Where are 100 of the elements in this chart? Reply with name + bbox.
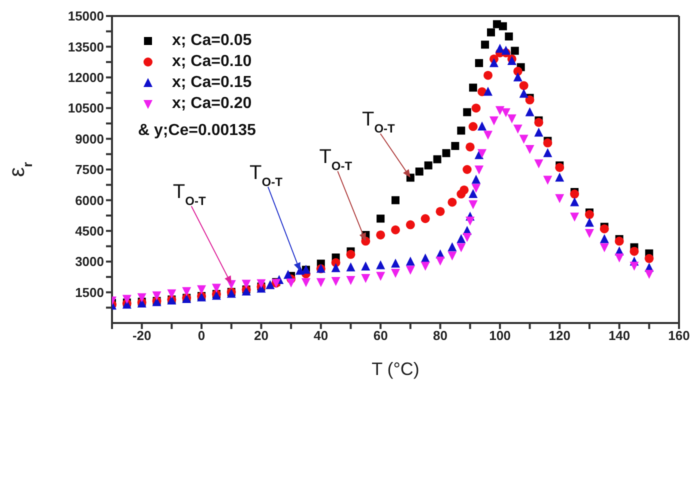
x-tick-label: 140 <box>608 328 630 344</box>
point <box>406 220 415 230</box>
point <box>484 70 493 80</box>
point <box>478 122 487 131</box>
point <box>495 106 504 116</box>
point <box>448 242 457 252</box>
point <box>519 134 528 144</box>
point <box>286 278 296 288</box>
point <box>346 250 356 259</box>
legend-label: x; Ca=0.15 <box>172 74 252 92</box>
point <box>489 58 498 68</box>
point <box>584 218 594 227</box>
point <box>451 142 460 150</box>
y-tick-label: 9000 <box>75 131 104 146</box>
x-tick-label: 100 <box>489 328 511 344</box>
point <box>478 149 487 158</box>
point <box>406 266 415 275</box>
point <box>570 212 580 222</box>
point <box>555 172 564 182</box>
x-tick-label: -20 <box>132 328 152 344</box>
point <box>420 262 430 271</box>
point <box>391 258 400 268</box>
point <box>122 294 132 304</box>
point <box>436 256 445 266</box>
point <box>504 32 513 40</box>
point <box>525 95 534 104</box>
point <box>137 293 146 302</box>
point <box>600 243 609 252</box>
point <box>484 130 493 140</box>
point <box>376 272 386 281</box>
point <box>420 214 430 224</box>
annotation: T$_{O-T}$ <box>319 146 353 174</box>
point <box>376 260 386 270</box>
x-tick-label: 80 <box>433 328 448 344</box>
point <box>614 254 624 263</box>
point <box>346 276 356 286</box>
point <box>376 230 386 240</box>
point <box>436 206 445 216</box>
y-tick-label: 1500 <box>75 284 104 300</box>
point <box>472 174 481 184</box>
legend-label: x; Ca=0.10 <box>172 52 252 70</box>
annotation: & y;Ce=0.00135 <box>138 122 256 140</box>
point <box>433 155 442 164</box>
x-tick-label: 20 <box>254 328 268 344</box>
point <box>392 196 400 204</box>
point <box>472 184 481 193</box>
x-tick-label: 0 <box>198 328 206 344</box>
point <box>456 234 466 244</box>
point <box>469 84 478 92</box>
point <box>212 284 221 293</box>
point <box>534 118 544 127</box>
point <box>415 168 424 176</box>
point <box>182 287 192 296</box>
point <box>501 46 510 55</box>
point <box>331 263 340 272</box>
point <box>584 228 594 238</box>
point <box>489 116 498 126</box>
point <box>462 233 472 242</box>
point <box>460 185 469 194</box>
point <box>284 270 293 279</box>
x-tick-label: 40 <box>314 328 328 344</box>
point <box>197 285 206 294</box>
point <box>466 142 475 152</box>
point <box>463 108 472 116</box>
point <box>167 289 176 298</box>
point <box>474 166 484 174</box>
point <box>630 246 639 256</box>
point <box>555 162 564 172</box>
point <box>543 176 552 185</box>
point <box>534 128 544 137</box>
point <box>630 262 639 271</box>
y-tick-label: 6000 <box>75 192 104 208</box>
point <box>486 28 495 36</box>
point <box>152 291 162 300</box>
point <box>361 274 370 283</box>
point <box>584 210 594 220</box>
point <box>391 268 400 278</box>
annotation: T$_{O-T}$ <box>172 181 206 208</box>
point <box>600 234 609 244</box>
point <box>555 194 564 204</box>
point <box>644 254 654 264</box>
point <box>406 256 415 266</box>
point <box>391 225 400 234</box>
point <box>570 197 580 206</box>
point <box>242 280 251 289</box>
point <box>472 104 481 113</box>
point <box>513 72 522 82</box>
point <box>543 148 552 158</box>
point <box>510 46 519 55</box>
point <box>468 122 478 132</box>
y-tick-label: 13500 <box>68 39 104 54</box>
annotation: T$_{O-T}$ <box>250 162 284 189</box>
point <box>462 165 472 174</box>
point <box>525 145 534 154</box>
point <box>519 81 528 90</box>
y-tick-label: 15000 <box>68 8 104 24</box>
point <box>266 280 275 290</box>
point <box>543 138 552 148</box>
point <box>513 124 522 134</box>
point <box>301 278 310 288</box>
